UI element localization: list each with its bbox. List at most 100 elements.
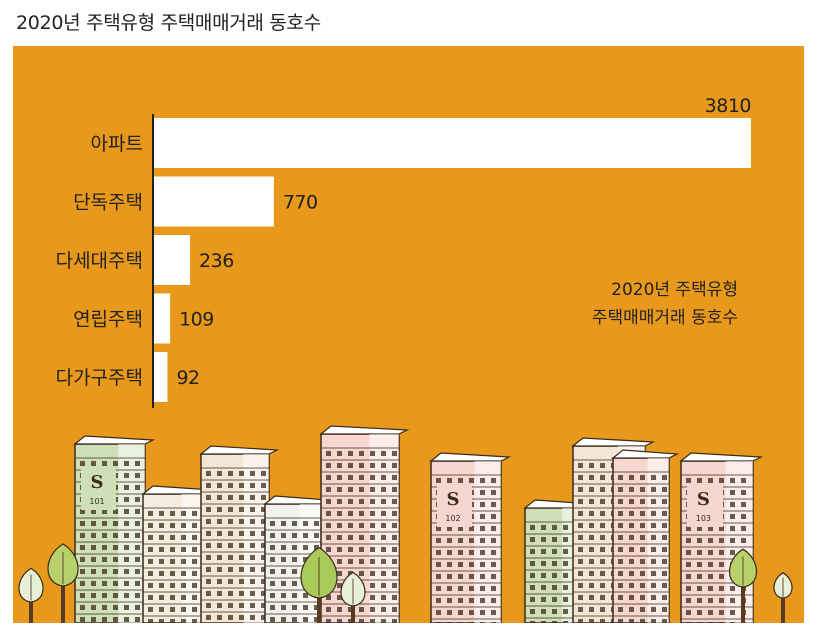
window: [159, 511, 164, 516]
window: [326, 475, 331, 480]
window: [480, 562, 485, 567]
window: [348, 535, 353, 540]
window: [239, 495, 244, 500]
tree-trunk: [61, 576, 65, 623]
window: [348, 475, 353, 480]
window: [480, 526, 485, 531]
window: [708, 622, 713, 623]
window: [192, 523, 197, 528]
inset-title-line2: 주택매매거래 동호수: [591, 308, 738, 328]
inset-title-line1: 2020년 주택유형: [611, 280, 738, 300]
window: [228, 591, 233, 596]
window: [491, 526, 496, 531]
window: [124, 509, 129, 514]
apartment-building: [611, 449, 680, 623]
window: [270, 521, 275, 526]
window: [370, 547, 375, 552]
window: [250, 483, 255, 488]
window: [719, 538, 724, 543]
window: [629, 607, 634, 612]
window: [662, 547, 667, 552]
tree-trunk: [317, 586, 321, 623]
window: [719, 574, 724, 579]
window: [348, 607, 353, 612]
window: [348, 559, 353, 564]
apartment-building: S 101: [73, 435, 156, 623]
window: [170, 619, 175, 623]
window: [541, 525, 546, 530]
bar: [153, 235, 191, 285]
window: [662, 511, 667, 516]
window: [730, 538, 735, 543]
window: [618, 499, 623, 504]
window: [640, 523, 645, 528]
window: [181, 619, 186, 623]
window: [381, 595, 386, 600]
window: [458, 586, 463, 591]
window: [292, 521, 297, 526]
window: [600, 487, 605, 492]
window: [436, 574, 441, 579]
window: [600, 547, 605, 552]
window: [552, 537, 557, 542]
window: [708, 478, 713, 483]
window: [447, 550, 452, 555]
window: [469, 562, 474, 567]
window: [91, 569, 96, 574]
window: [217, 495, 222, 500]
category-label: 연립주택: [73, 309, 143, 331]
window: [640, 583, 645, 588]
window: [563, 621, 568, 623]
window: [326, 535, 331, 540]
category-label: 다가구주택: [56, 367, 143, 389]
window: [113, 617, 118, 622]
window: [640, 595, 645, 600]
window: [228, 495, 233, 500]
window: [541, 573, 546, 578]
building-number: 102: [445, 514, 460, 523]
window: [480, 502, 485, 507]
window: [719, 562, 724, 567]
window: [530, 585, 535, 590]
window: [662, 559, 667, 564]
window: [80, 581, 85, 586]
window: [392, 619, 397, 623]
window: [381, 619, 386, 623]
window: [91, 509, 96, 514]
window: [629, 523, 634, 528]
window: [337, 595, 342, 600]
window: [206, 603, 211, 608]
window: [600, 463, 605, 468]
window: [730, 502, 735, 507]
window: [113, 461, 118, 466]
window: [563, 573, 568, 578]
window: [250, 603, 255, 608]
window: [192, 535, 197, 540]
window: [303, 617, 308, 622]
window: [447, 586, 452, 591]
window: [552, 609, 557, 614]
window: [80, 593, 85, 598]
building-mark: S: [697, 489, 710, 510]
window: [458, 598, 463, 603]
window: [170, 607, 175, 612]
window: [640, 547, 645, 552]
window: [148, 583, 153, 588]
sign-plate: [687, 483, 723, 527]
window: [326, 619, 331, 623]
building-roof: [429, 452, 512, 462]
window: [124, 581, 129, 586]
window: [458, 538, 463, 543]
category-label: 다세대주택: [56, 250, 143, 272]
window: [80, 545, 85, 550]
window: [491, 502, 496, 507]
window: [686, 598, 691, 603]
window: [281, 569, 286, 574]
window: [640, 559, 645, 564]
window: [541, 609, 546, 614]
window: [530, 609, 535, 614]
building-side: [369, 434, 399, 623]
window: [217, 471, 222, 476]
window: [447, 478, 452, 483]
window: [326, 511, 331, 516]
